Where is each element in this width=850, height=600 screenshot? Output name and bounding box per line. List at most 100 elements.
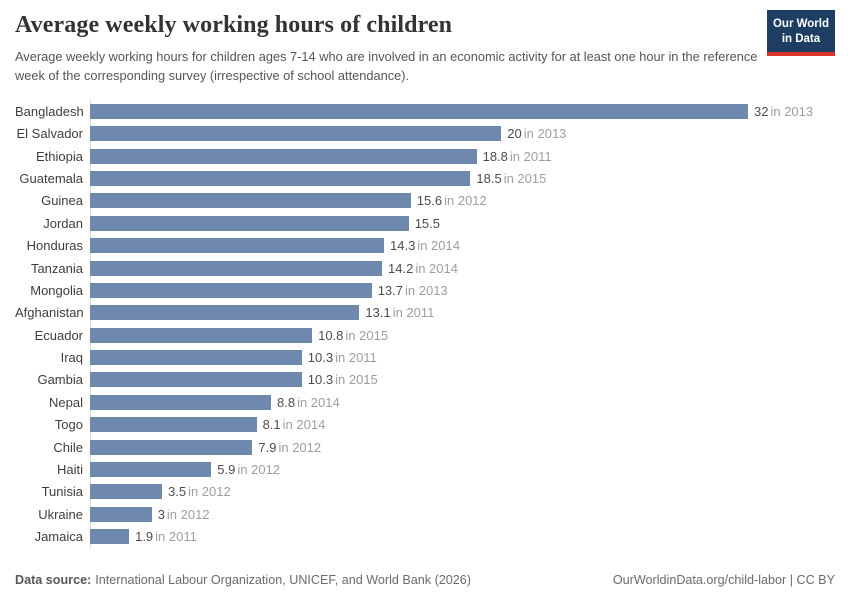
bar-track: 18.5 in 2015 <box>90 170 835 186</box>
bar-track: 14.3 in 2014 <box>90 238 835 254</box>
bar[interactable] <box>90 327 313 343</box>
bar-track: 1.9 in 2011 <box>90 529 835 545</box>
country-label[interactable]: Tanzania <box>30 260 83 276</box>
country-label[interactable]: Jamaica <box>34 529 83 545</box>
bar-track: 10.3 in 2011 <box>90 350 835 366</box>
country-label[interactable]: Jordan <box>43 215 83 231</box>
bar[interactable] <box>90 394 271 410</box>
value-label: 14.3 <box>390 238 416 254</box>
bar[interactable] <box>90 484 162 500</box>
bar-row: Iraq 10.3 in 2011 <box>15 346 835 368</box>
year-label: in 2012 <box>444 193 487 209</box>
bar[interactable] <box>90 350 302 366</box>
license-link[interactable]: OurWorldinData.org/child-labor | CC BY <box>612 573 835 587</box>
bar-chart: Bangladesh 32 in 2013 El Salvador 20 in 2013 E… <box>15 100 835 548</box>
value-label: 13.1 <box>365 305 391 321</box>
bar-track: 7.9 in 2012 <box>90 439 835 455</box>
value-label: 3.5 <box>168 484 187 500</box>
bar[interactable] <box>90 126 502 142</box>
page-title: Average weekly working hours of children <box>15 12 453 38</box>
bar-track: 8.1 in 2014 <box>90 417 835 433</box>
value-label: 15.5 <box>414 215 440 231</box>
bar-track: 18.8 in 2011 <box>90 148 835 164</box>
year-label: in 2015 <box>335 372 378 388</box>
bar-row: Tanzania 14.2 in 2014 <box>15 257 835 279</box>
bar-track: 8.8 in 2014 <box>90 394 835 410</box>
country-label[interactable]: Guatemala <box>19 170 83 186</box>
bar[interactable] <box>90 282 372 298</box>
year-label: in 2011 <box>392 305 435 321</box>
chart-subtitle: Average weekly working hours for childre… <box>15 49 758 83</box>
bar-track: 20 in 2013 <box>90 126 835 142</box>
bar[interactable] <box>90 305 360 321</box>
value-label: 7.9 <box>258 439 277 455</box>
year-label: in 2012 <box>278 439 322 455</box>
bar[interactable] <box>90 506 152 522</box>
bar[interactable] <box>90 238 384 254</box>
bar-track: 10.8 in 2015 <box>90 327 835 343</box>
country-label[interactable]: Chile <box>53 439 83 455</box>
country-label[interactable]: Guinea <box>41 193 83 209</box>
country-label[interactable]: Mongolia <box>30 282 83 298</box>
value-label: 14.2 <box>388 260 414 276</box>
country-label[interactable]: Bangladesh <box>15 103 84 119</box>
bar-row: Guinea 15.6 in 2012 <box>15 190 835 212</box>
bar[interactable] <box>90 372 302 388</box>
value-label: 18.5 <box>476 170 502 186</box>
value-label: 13.7 <box>377 282 403 298</box>
bar-track: 15.5 <box>90 215 835 231</box>
bar-row: El Salvador 20 in 2013 <box>15 122 835 144</box>
value-label: 3 <box>157 506 165 522</box>
bar-row: Nepal 8.8 in 2014 <box>15 391 835 413</box>
country-label[interactable]: Gambia <box>37 372 83 388</box>
bar-track: 13.1 in 2011 <box>90 305 835 321</box>
year-label: in 2013 <box>405 282 448 298</box>
bar-track: 32 in 2013 <box>90 103 835 119</box>
bar[interactable] <box>90 170 471 186</box>
chart-footer: Data source: International Labour Organiz… <box>15 573 835 587</box>
country-label[interactable]: Tunisia <box>41 484 83 500</box>
year-label: in 2011 <box>335 350 377 366</box>
bar-track: 14.2 in 2014 <box>90 260 835 276</box>
year-label: in 2015 <box>345 327 389 343</box>
bar-row: Jordan 15.5 <box>15 212 835 234</box>
country-label[interactable]: El Salvador <box>16 126 83 142</box>
bar-row: Tunisia 3.5 in 2012 <box>15 481 835 503</box>
country-label[interactable]: Togo <box>54 417 83 433</box>
year-label: in 2014 <box>417 238 460 254</box>
value-label: 10.3 <box>307 350 334 366</box>
bar-row: Chile 7.9 in 2012 <box>15 436 835 458</box>
country-label[interactable]: Afghanistan <box>15 305 84 321</box>
value-label: 18.8 <box>482 148 508 164</box>
bar-track: 10.3 in 2015 <box>90 372 835 388</box>
bar[interactable] <box>90 417 257 433</box>
country-label[interactable]: Haiti <box>56 462 83 478</box>
bar[interactable] <box>90 215 409 231</box>
value-label: 20 <box>507 126 522 142</box>
bar-track: 3.5 in 2012 <box>90 484 835 500</box>
bar-row: Honduras 14.3 in 2014 <box>15 234 835 256</box>
country-label[interactable]: Ukraine <box>38 506 83 522</box>
year-label: in 2014 <box>297 394 340 410</box>
value-label: 32 <box>754 103 769 119</box>
year-label: in 2014 <box>282 417 326 433</box>
data-source-label: Data source: <box>15 573 92 587</box>
bar-row: Haiti 5.9 in 2012 <box>15 458 835 480</box>
value-label: 1.9 <box>135 529 154 545</box>
country-label[interactable]: Ethiopia <box>36 148 83 164</box>
bar[interactable] <box>90 193 411 209</box>
country-label[interactable]: Ecuador <box>34 327 83 343</box>
bar[interactable] <box>90 439 253 455</box>
owid-logo-line2: in Data <box>781 32 821 45</box>
bar[interactable] <box>90 529 130 545</box>
country-label[interactable]: Iraq <box>60 350 83 366</box>
owid-logo: Our World in Data <box>766 10 835 56</box>
country-label[interactable]: Honduras <box>26 238 83 254</box>
bar[interactable] <box>90 148 477 164</box>
country-label[interactable]: Nepal <box>49 394 83 410</box>
bar[interactable] <box>90 260 382 276</box>
value-label: 8.8 <box>277 394 296 410</box>
bar[interactable] <box>90 462 212 478</box>
bar[interactable] <box>90 103 748 119</box>
